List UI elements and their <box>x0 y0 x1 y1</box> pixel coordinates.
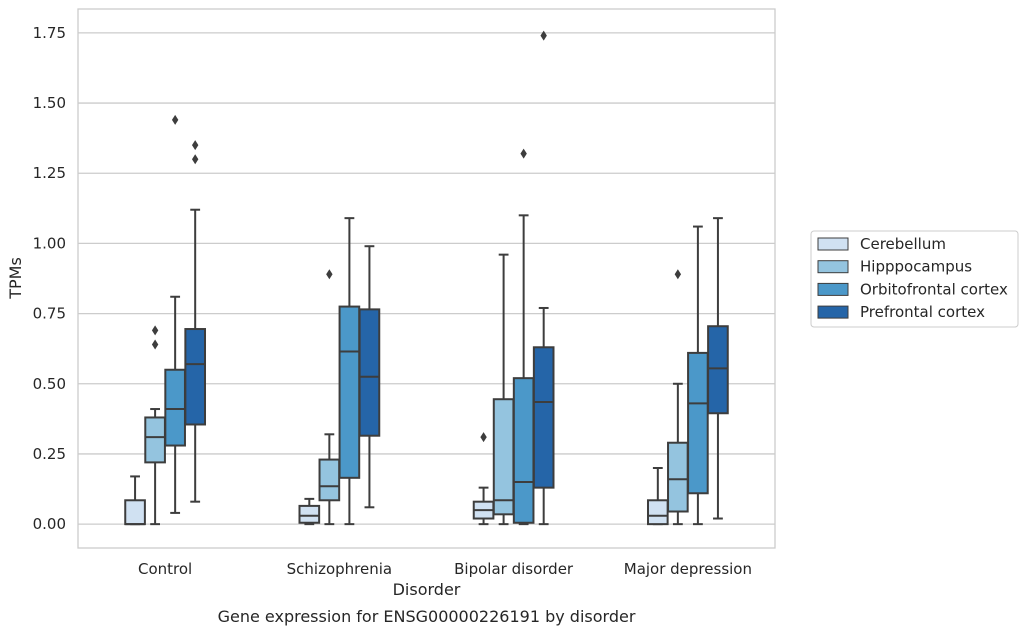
box-body <box>687 351 709 495</box>
box-mark <box>512 148 535 526</box>
box-body <box>144 416 166 464</box>
box-body <box>646 499 669 526</box>
box-mark <box>164 114 186 514</box>
outlier-point <box>171 114 179 125</box>
box-body <box>298 504 321 524</box>
box-body <box>492 398 515 516</box>
box-mark <box>707 217 729 520</box>
y-tick-labels: 0.00 0.25 0.50 0.75 1.00 1.25 1.50 1.75 <box>33 24 66 533</box>
box-body <box>707 325 729 415</box>
legend-swatch <box>817 237 849 251</box>
box-body <box>532 346 555 489</box>
box-mark <box>338 217 361 526</box>
outlier-point <box>326 269 333 280</box>
outlier-point <box>151 325 159 336</box>
y-tick-label: 0.75 <box>33 305 66 323</box>
x-tick-label: Major depression <box>624 560 752 578</box>
series-group <box>144 253 689 526</box>
outlier-point <box>674 269 682 280</box>
x-axis-title: Disorder <box>393 580 461 599</box>
box-plot-series <box>124 30 729 526</box>
x-tick-label: Schizophrenia <box>287 560 392 578</box>
legend-label: Orbitofrontal cortex <box>860 280 1008 298</box>
y-axis-title: TPMs <box>6 257 25 300</box>
series-group <box>124 432 669 526</box>
box-mark <box>144 325 166 526</box>
box-mark <box>646 466 669 526</box>
box-body <box>338 305 361 479</box>
box-body <box>184 328 207 426</box>
outlier-point <box>151 339 159 350</box>
box-mark <box>472 432 495 526</box>
plot-frame <box>77 8 776 549</box>
y-tick-label: 0.25 <box>33 445 66 463</box>
outlier-point <box>520 148 527 159</box>
outlier-point <box>191 140 199 151</box>
box-mark <box>492 253 515 526</box>
box-mark <box>532 30 555 526</box>
legend-swatch <box>817 305 849 319</box>
box-body <box>318 458 341 502</box>
y-tick-label: 0.50 <box>33 375 66 393</box>
box-mark <box>298 497 321 526</box>
box-mark <box>184 140 207 503</box>
box-body <box>667 441 689 513</box>
y-tick-label: 1.75 <box>33 24 66 42</box>
box-mark <box>358 245 381 509</box>
chart-caption: Gene expression for ENSG00000226191 by d… <box>218 607 636 626</box>
box-mark <box>318 269 341 526</box>
outlier-point <box>480 432 487 443</box>
legend: Cerebellum Hipppocampus Orbitofrontal cort… <box>810 230 1019 328</box>
series-group <box>164 114 709 526</box>
box-mark <box>124 475 146 526</box>
legend-label: Hipppocampus <box>860 258 972 276</box>
legend-frame <box>810 230 1019 328</box>
x-tick-label: Bipolar disorder <box>454 560 574 578</box>
legend-label: Prefrontal cortex <box>860 303 985 321</box>
outlier-point <box>540 30 547 41</box>
legend-swatch <box>817 260 849 274</box>
box-body <box>164 368 186 447</box>
series-group <box>184 30 729 526</box>
outlier-point <box>191 154 199 165</box>
x-tick-label: Control <box>138 560 192 578</box>
x-tick-labels: Control Schizophrenia Bipolar disorder Majo… <box>138 560 752 578</box>
box-body <box>358 308 381 437</box>
y-tick-label: 1.00 <box>33 234 66 252</box>
box-mark <box>667 269 689 526</box>
box-body <box>512 377 535 524</box>
box-mark <box>687 225 709 526</box>
y-tick-label: 1.25 <box>33 164 66 182</box>
legend-swatch <box>817 282 849 296</box>
y-tick-label: 0.00 <box>33 515 66 533</box>
y-tick-label: 1.50 <box>33 94 66 112</box>
box-body <box>124 499 146 526</box>
legend-label: Cerebellum <box>860 235 946 253</box>
